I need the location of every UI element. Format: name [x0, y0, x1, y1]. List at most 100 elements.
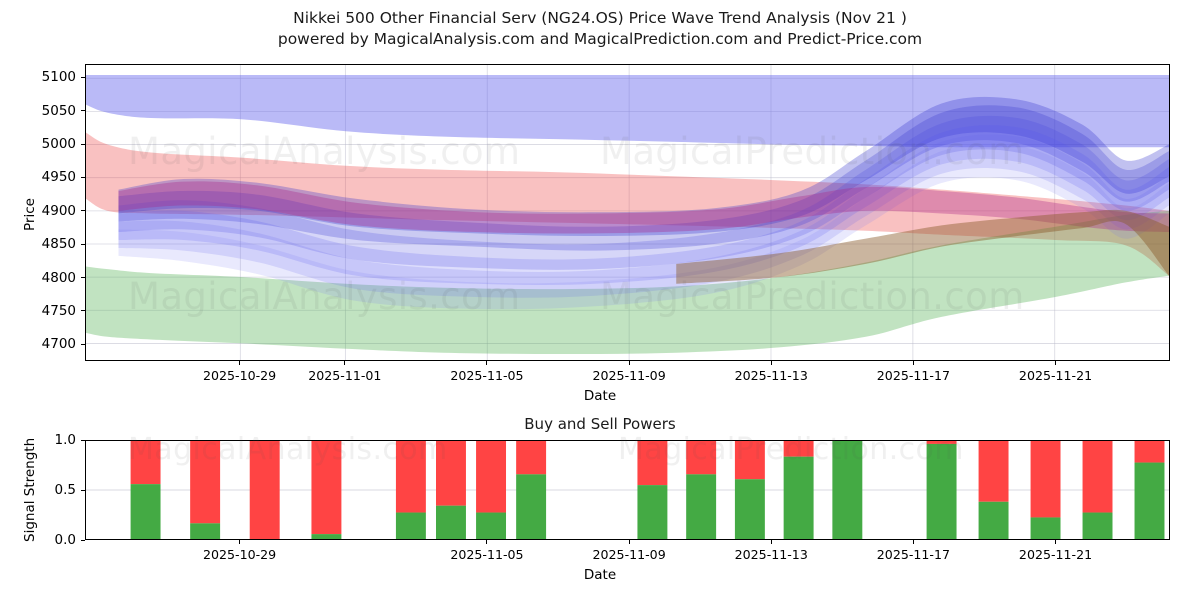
- wave-1: [118, 96, 1169, 237]
- buy-power-bar: [686, 474, 717, 539]
- wave-7-overlap: [118, 181, 1169, 234]
- price-xtick-label: 2025-10-29: [203, 368, 277, 383]
- buy-power-bar: [926, 443, 957, 539]
- price-ytick-mark: [81, 310, 85, 312]
- price-ytick-mark: [81, 110, 85, 112]
- power-xtick-label: 2025-10-29: [203, 547, 277, 562]
- price-xtick-label: 2025-11-17: [876, 368, 950, 383]
- price-xtick-mark: [1055, 361, 1057, 365]
- sell-power-bar: [783, 441, 814, 457]
- power-ytick-mark: [81, 439, 85, 441]
- power-xtick-mark: [1055, 540, 1057, 544]
- sell-power-bar: [249, 441, 280, 539]
- power-ytick-mark: [81, 489, 85, 491]
- buy-power-bar: [783, 456, 814, 539]
- buy-power-bar: [978, 501, 1009, 539]
- sell-power-bar: [978, 441, 1009, 502]
- price-ytick-mark: [81, 176, 85, 178]
- figure-title: Nikkei 500 Other Financial Serv (NG24.OS…: [293, 9, 907, 27]
- power-chart-xlabel: Date: [583, 567, 617, 583]
- buy-power-bar: [1082, 512, 1113, 539]
- power-chart-title: Buy and Sell Powers: [524, 415, 676, 433]
- sell-power-bar: [686, 441, 717, 475]
- price-xtick-mark: [912, 361, 914, 365]
- sell-power-bar: [190, 441, 221, 524]
- price-ytick-mark: [81, 243, 85, 245]
- sell-power-bar: [130, 441, 161, 485]
- sell-power-bar: [436, 441, 466, 506]
- power-xtick-mark: [628, 540, 630, 544]
- wave-2: [118, 105, 1169, 251]
- price-ytick-mark: [81, 143, 85, 145]
- power-xtick-mark: [912, 540, 914, 544]
- price-chart-ylabel: Price: [22, 197, 38, 231]
- wave-5: [118, 134, 1169, 298]
- figure-subtitle: powered by MagicalAnalysis.com and Magic…: [277, 30, 923, 48]
- buy-power-bar: [734, 479, 765, 539]
- sell-power-bar: [395, 441, 426, 513]
- buy-power-bar: [832, 441, 863, 539]
- power-xtick-mark: [770, 540, 772, 544]
- price-xtick-mark: [344, 361, 346, 365]
- sell-power-bar: [734, 441, 765, 480]
- power-xtick-label: 2025-11-05: [450, 547, 524, 562]
- wave-4: [118, 125, 1169, 286]
- sell-power-bar: [1030, 441, 1061, 518]
- price-xtick-label: 2025-11-09: [592, 368, 666, 383]
- power-xtick-label: 2025-11-21: [1018, 547, 1093, 562]
- power-chart-ylabel: Signal Strength: [22, 437, 38, 542]
- price-ytick-label: 4900: [41, 202, 76, 219]
- buy-power-bar: [436, 505, 466, 539]
- power-xtick-label: 2025-11-17: [876, 547, 950, 562]
- upper-resistance-band: [86, 74, 1169, 148]
- power-chart-axes: [85, 440, 1170, 540]
- power-ytick-label: 0.5: [54, 482, 76, 498]
- price-ytick-mark: [81, 76, 85, 78]
- sell-power-bar: [516, 441, 547, 475]
- wave-6: [118, 143, 1169, 310]
- wave-3: [118, 115, 1169, 270]
- power-xtick-mark: [239, 540, 241, 544]
- price-chart-xlabel: Date: [583, 388, 617, 404]
- price-xtick-mark: [628, 361, 630, 365]
- power-xtick-label: 2025-11-09: [592, 547, 666, 562]
- price-xtick-mark: [239, 361, 241, 365]
- price-ytick-label: 4850: [41, 236, 76, 253]
- buy-power-bar: [1134, 462, 1165, 539]
- buy-power-bar: [1030, 517, 1061, 539]
- price-xtick-label: 2025-11-01: [308, 368, 382, 383]
- price-ytick-mark: [81, 277, 85, 279]
- price-xtick-label: 2025-11-21: [1018, 368, 1093, 383]
- buy-power-bar: [130, 484, 161, 539]
- sell-power-bar: [1082, 441, 1113, 513]
- power-ytick-label: 0.0: [54, 532, 76, 548]
- buy-power-bar: [395, 512, 426, 539]
- price-ytick-label: 5050: [41, 102, 76, 119]
- power-xtick-mark: [486, 540, 488, 544]
- wave-8-brown-overlap: [676, 209, 1169, 284]
- price-chart-axes: [85, 64, 1170, 361]
- price-xtick-label: 2025-11-05: [450, 368, 524, 383]
- resistance-band-pink: [86, 132, 1169, 276]
- sell-power-bar: [476, 441, 507, 513]
- price-xtick-label: 2025-11-13: [734, 368, 808, 383]
- buy-power-bar: [516, 474, 547, 539]
- sell-power-bar: [637, 441, 668, 486]
- buy-power-bar: [190, 523, 221, 539]
- price-ytick-label: 5100: [41, 69, 76, 86]
- power-ytick-label: 1.0: [54, 432, 76, 448]
- price-ytick-label: 4700: [41, 336, 76, 353]
- price-ytick-label: 5000: [41, 136, 76, 153]
- price-ytick-label: 4950: [41, 169, 76, 186]
- price-ytick-label: 4800: [41, 269, 76, 286]
- support-band-green: [86, 210, 1169, 355]
- buy-power-bar: [637, 485, 668, 539]
- price-ytick-label: 4750: [41, 302, 76, 319]
- power-chart-canvas: [86, 441, 1169, 539]
- price-xtick-mark: [770, 361, 772, 365]
- price-ytick-mark: [81, 210, 85, 212]
- sell-power-bar: [926, 441, 957, 444]
- buy-power-bar: [476, 512, 507, 539]
- price-chart-canvas: [86, 65, 1169, 360]
